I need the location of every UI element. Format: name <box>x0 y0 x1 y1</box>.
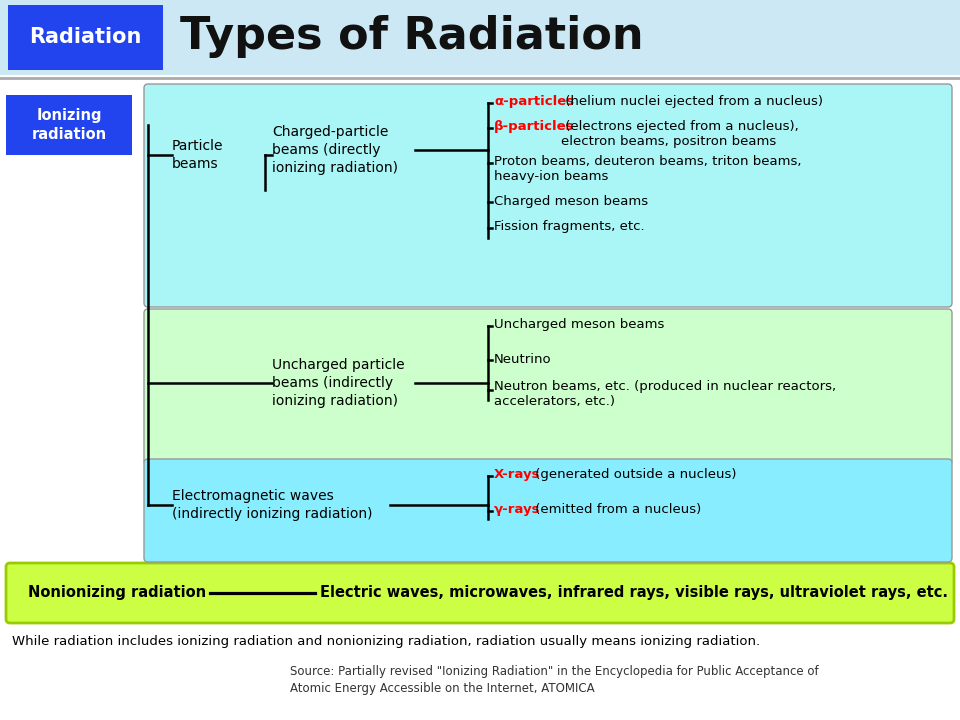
Text: Uncharged particle
beams (indirectly
ionizing radiation): Uncharged particle beams (indirectly ion… <box>272 358 404 408</box>
Text: β-particles: β-particles <box>494 120 574 133</box>
Text: While radiation includes ionizing radiation and nonionizing radiation, radiation: While radiation includes ionizing radiat… <box>12 635 760 648</box>
Text: Electric waves, microwaves, infrared rays, visible rays, ultraviolet rays, etc.: Electric waves, microwaves, infrared ray… <box>320 585 948 600</box>
Text: Radiation: Radiation <box>29 27 141 47</box>
Text: (helium nuclei ejected from a nucleus): (helium nuclei ejected from a nucleus) <box>561 95 823 108</box>
FancyBboxPatch shape <box>0 0 960 75</box>
Text: Ionizing
radiation: Ionizing radiation <box>32 108 107 142</box>
FancyBboxPatch shape <box>144 84 952 307</box>
FancyBboxPatch shape <box>6 563 954 623</box>
FancyBboxPatch shape <box>6 95 132 155</box>
Text: Electromagnetic waves
(indirectly ionizing radiation): Electromagnetic waves (indirectly ionizi… <box>172 489 372 521</box>
FancyBboxPatch shape <box>144 309 952 465</box>
Text: Fission fragments, etc.: Fission fragments, etc. <box>494 220 644 233</box>
Text: Charged-particle
beams (directly
ionizing radiation): Charged-particle beams (directly ionizin… <box>272 125 398 176</box>
Text: (electrons ejected from a nucleus),
electron beams, positron beams: (electrons ejected from a nucleus), elec… <box>561 120 799 148</box>
Text: Uncharged meson beams: Uncharged meson beams <box>494 318 664 331</box>
Text: Types of Radiation: Types of Radiation <box>180 16 643 58</box>
FancyBboxPatch shape <box>144 459 952 562</box>
FancyBboxPatch shape <box>8 5 163 70</box>
Text: Nonionizing radiation: Nonionizing radiation <box>28 585 206 600</box>
Text: α-particles: α-particles <box>494 95 574 108</box>
Text: Particle
beams: Particle beams <box>172 139 224 171</box>
Text: γ-rays: γ-rays <box>494 503 540 516</box>
Text: Neutrino: Neutrino <box>494 353 552 366</box>
Text: (emitted from a nucleus): (emitted from a nucleus) <box>531 503 701 516</box>
Text: Source: Partially revised "Ionizing Radiation" in the Encyclopedia for Public Ac: Source: Partially revised "Ionizing Radi… <box>290 665 819 695</box>
Text: Neutron beams, etc. (produced in nuclear reactors,
accelerators, etc.): Neutron beams, etc. (produced in nuclear… <box>494 380 836 408</box>
Text: Proton beams, deuteron beams, triton beams,
heavy-ion beams: Proton beams, deuteron beams, triton bea… <box>494 155 802 183</box>
Text: (generated outside a nucleus): (generated outside a nucleus) <box>531 468 736 481</box>
Text: Charged meson beams: Charged meson beams <box>494 195 648 208</box>
Text: X-rays: X-rays <box>494 468 540 481</box>
